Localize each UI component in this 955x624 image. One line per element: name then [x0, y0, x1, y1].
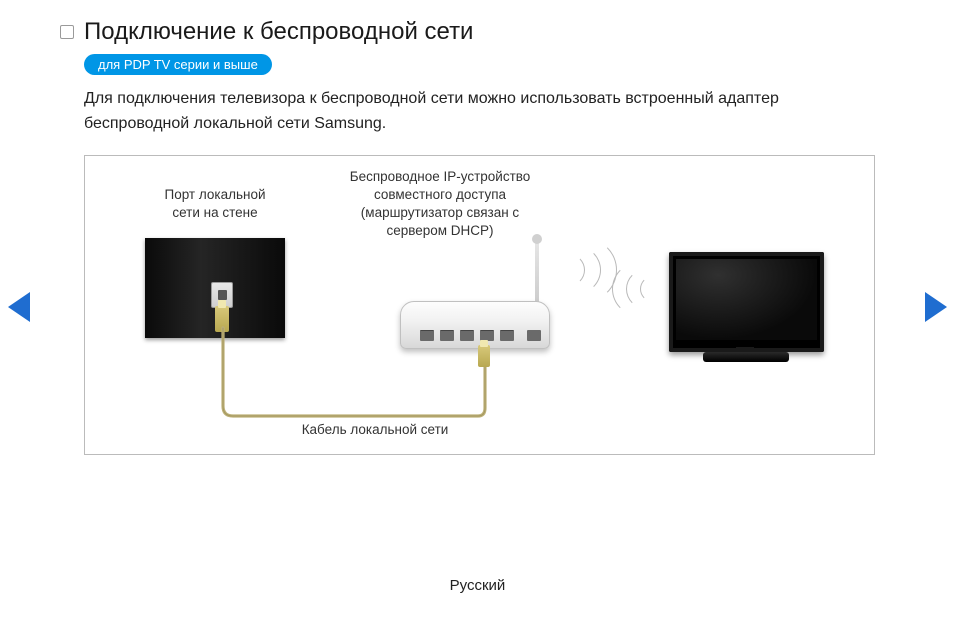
router-ports-icon [420, 330, 514, 341]
section-bullet-icon [60, 25, 74, 39]
router-label: Беспроводное IP-устройствосовместного до… [330, 168, 550, 241]
tv-stand-icon [703, 352, 789, 362]
tv-icon [669, 252, 824, 352]
connection-diagram: Порт локальнойсети на стене Беспроводное… [84, 155, 875, 455]
model-badge: для PDP TV серии и выше [84, 54, 272, 75]
router-icon [400, 301, 550, 349]
lan-cable-label: Кабель локальной сети [285, 421, 465, 439]
router-indicator-icon [527, 330, 541, 341]
wifi-wave-icon [553, 238, 617, 302]
page-title: Подключение к беспроводной сети [84, 18, 473, 46]
cable-plug-wall-icon [215, 306, 229, 332]
next-page-button[interactable] [925, 292, 947, 322]
description-text: Для подключения телевизора к беспроводно… [84, 87, 875, 137]
prev-page-button[interactable] [8, 292, 30, 322]
router-antenna-icon [535, 242, 539, 304]
wall-port-label: Порт локальнойсети на стене [135, 186, 295, 222]
cable-plug-router-icon [478, 345, 490, 367]
language-footer: Русский [0, 577, 955, 594]
wifi-wave-icon [612, 262, 666, 316]
